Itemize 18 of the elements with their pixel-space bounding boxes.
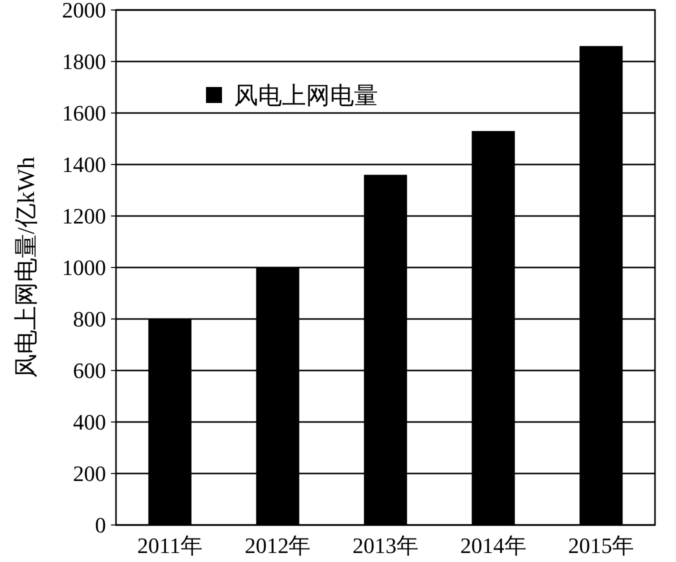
y-tick-label: 1800 (62, 49, 106, 74)
y-tick-label: 400 (73, 410, 106, 435)
y-tick-label: 800 (73, 306, 106, 332)
y-tick-label: 2000 (62, 0, 106, 23)
y-tick-label: 1000 (62, 255, 106, 280)
x-tick-label: 2011年 (137, 533, 202, 558)
y-tick-label: 600 (73, 358, 106, 384)
x-tick-label: 2013年 (352, 533, 418, 558)
y-tick-label: 1400 (62, 152, 106, 178)
x-tick-label: 2012年 (244, 533, 311, 558)
y-axis-title: 风电上网电量/亿kWh (14, 156, 40, 378)
y-tick-label: 0 (95, 512, 106, 538)
y-tick-label: 1200 (62, 204, 106, 229)
x-tick-label: 2014年 (460, 533, 526, 558)
y-tick-label: 200 (73, 461, 106, 486)
legend-label: 风电上网电量 (234, 83, 378, 110)
x-tick-label: 2015年 (568, 533, 634, 558)
y-tick-label: 1600 (62, 100, 106, 126)
